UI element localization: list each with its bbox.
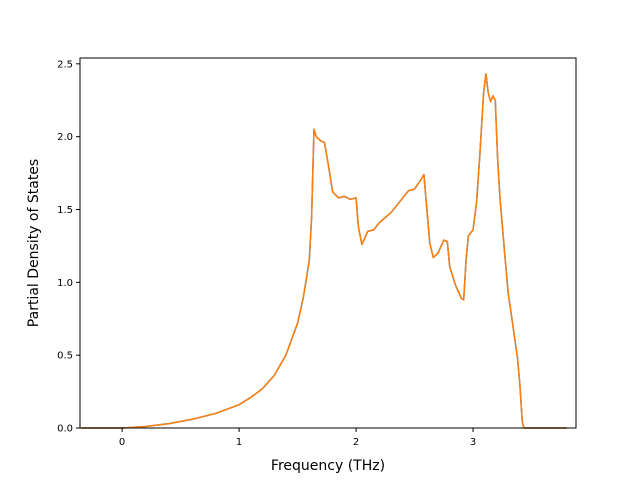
series-layer [81,73,567,429]
x-tick-label: 1 [236,437,242,448]
y-tick-label: 2.0 [57,132,73,143]
y-tick-label: 2.5 [57,59,73,70]
y-tick-label: 0.0 [57,424,73,435]
x-axis-ticks: 0 1 2 3 [119,428,476,448]
y-axis-ticks: 0.0 0.5 1.0 1.5 2.0 2.5 [57,59,80,435]
axes-frame [79,57,577,429]
plot-area [80,58,576,428]
x-axis-label: Frequency (THz) [271,458,385,474]
y-tick-label: 1.0 [57,278,73,289]
y-tick-label: 0.5 [57,351,73,362]
x-tick-label: 0 [119,437,125,448]
series-line-2 [81,73,567,429]
x-tick-label: 2 [353,437,359,448]
y-axis-label: Partial Density of States [26,159,42,327]
y-tick-label: 1.5 [57,205,73,216]
x-tick-label: 3 [470,437,476,448]
